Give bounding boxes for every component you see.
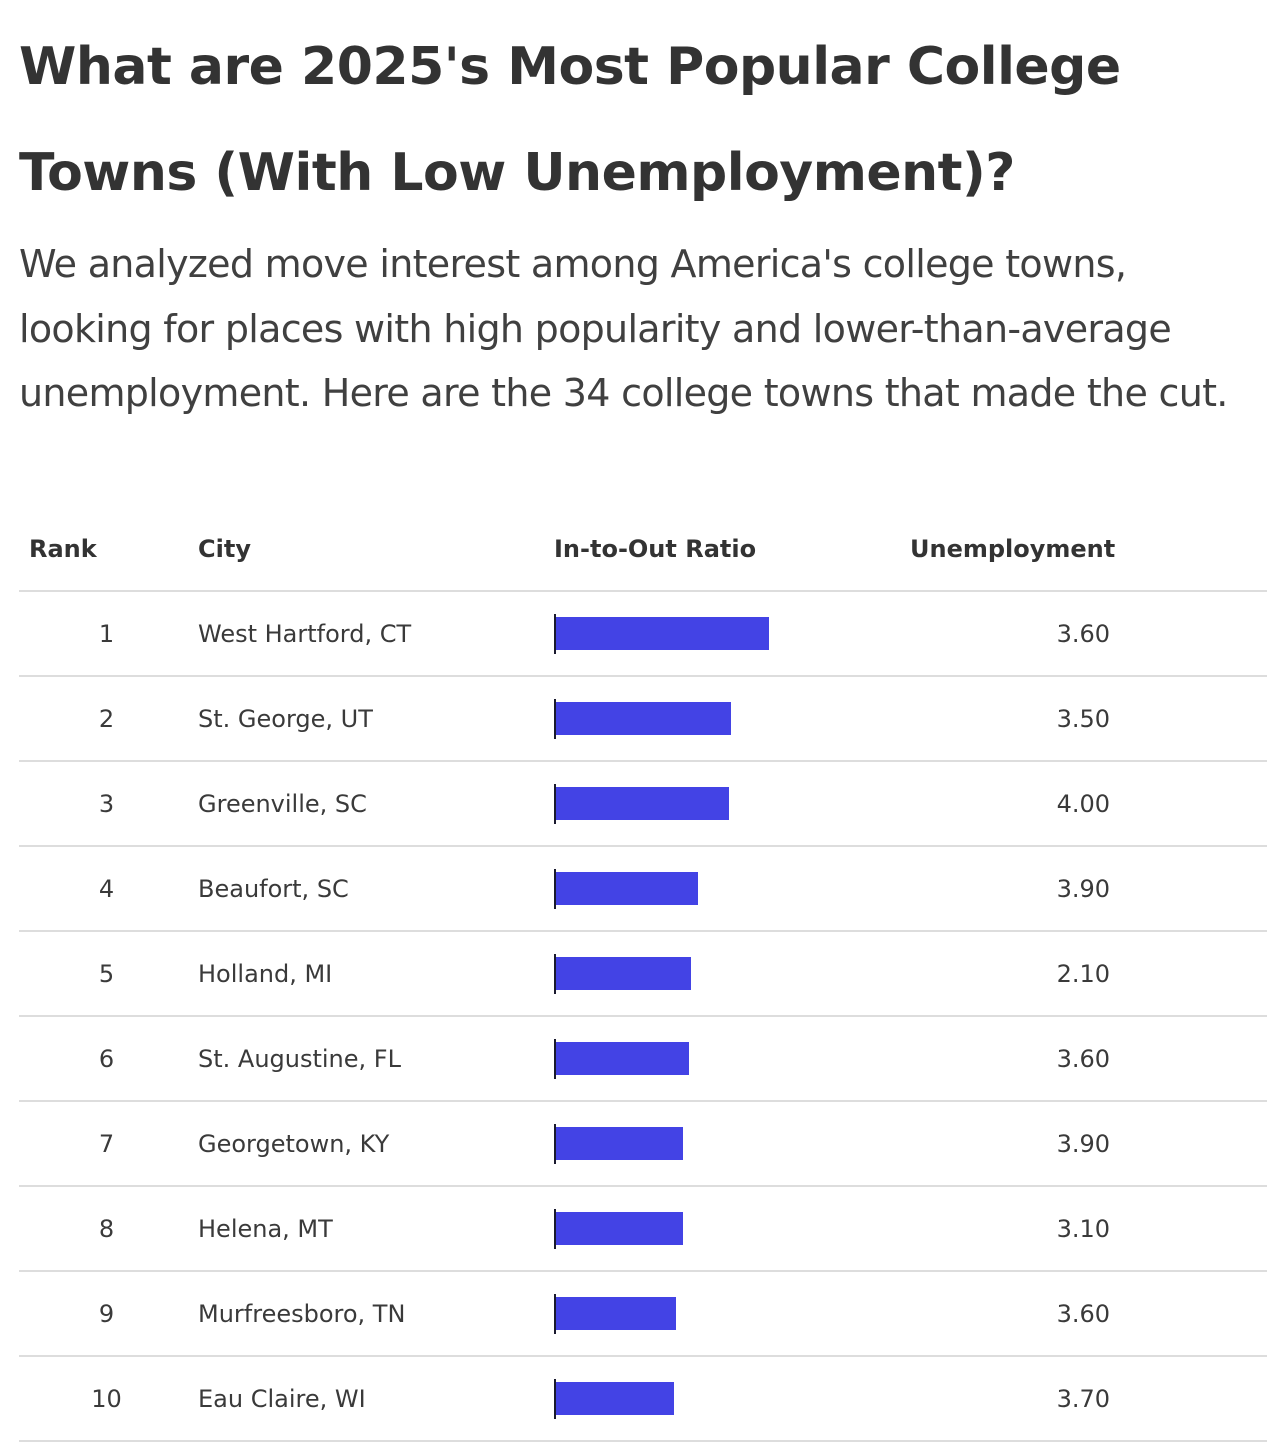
ratio-bar-container bbox=[554, 1378, 910, 1419]
table-row: 8 Helena, MT 3.10 bbox=[19, 1186, 1267, 1272]
table-row: 5 Holland, MI 2.10 bbox=[19, 931, 1267, 1017]
table-row: 7 Georgetown, KY 3.90 bbox=[19, 1101, 1267, 1187]
city-cell: Eau Claire, WI bbox=[198, 1356, 554, 1442]
table-row: 1 West Hartford, CT 3.60 bbox=[19, 591, 1267, 677]
rankings-table: Rank City In-to-Out Ratio Unemployment 1… bbox=[19, 508, 1267, 1442]
ratio-cell bbox=[554, 591, 910, 677]
page-title: What are 2025's Most Popular College Tow… bbox=[19, 37, 1121, 203]
city-cell: Holland, MI bbox=[198, 931, 554, 1017]
column-header-ratio[interactable]: In-to-Out Ratio bbox=[554, 508, 910, 592]
city-cell: Helena, MT bbox=[198, 1186, 554, 1272]
bar-axis-line bbox=[554, 1378, 556, 1419]
ratio-bar-container bbox=[554, 1123, 910, 1164]
unemployment-cell: 2.10 bbox=[910, 931, 1267, 1017]
bar-axis-line bbox=[554, 1208, 556, 1249]
rank-cell: 8 bbox=[19, 1186, 198, 1272]
ratio-bar-container bbox=[554, 1293, 910, 1334]
unemployment-cell: 3.90 bbox=[910, 846, 1267, 932]
city-cell: Beaufort, SC bbox=[198, 846, 554, 932]
rank-cell: 7 bbox=[19, 1101, 198, 1187]
ratio-bar bbox=[556, 786, 729, 820]
bar-axis-line bbox=[554, 783, 556, 824]
table-row: 10 Eau Claire, WI 3.70 bbox=[19, 1356, 1267, 1442]
city-cell: St. George, UT bbox=[198, 676, 554, 762]
ratio-cell bbox=[554, 761, 910, 847]
page: What are 2025's Most Popular College Tow… bbox=[0, 0, 1280, 426]
ratio-cell bbox=[554, 1016, 910, 1102]
column-header-city[interactable]: City bbox=[198, 508, 554, 592]
page-subtitle: We analyzed move interest among America'… bbox=[19, 242, 1228, 415]
ratio-bar-container bbox=[554, 868, 910, 909]
ratio-cell bbox=[554, 1186, 910, 1272]
rank-cell: 1 bbox=[19, 591, 198, 677]
table-row: 3 Greenville, SC 4.00 bbox=[19, 761, 1267, 847]
ratio-bar bbox=[556, 701, 731, 735]
ratio-bar-container bbox=[554, 613, 910, 654]
city-cell: Georgetown, KY bbox=[198, 1101, 554, 1187]
table-row: 9 Murfreesboro, TN 3.60 bbox=[19, 1271, 1267, 1357]
ratio-bar bbox=[556, 1381, 674, 1415]
ratio-bar-container bbox=[554, 1038, 910, 1079]
rank-cell: 3 bbox=[19, 761, 198, 847]
unemployment-cell: 3.70 bbox=[910, 1356, 1267, 1442]
ratio-bar-container bbox=[554, 953, 910, 994]
table-row: 2 St. George, UT 3.50 bbox=[19, 676, 1267, 762]
ratio-bar bbox=[556, 956, 691, 990]
unemployment-cell: 3.60 bbox=[910, 591, 1267, 677]
column-header-rank[interactable]: Rank bbox=[19, 508, 198, 592]
ratio-cell bbox=[554, 1101, 910, 1187]
ratio-cell bbox=[554, 1271, 910, 1357]
ratio-bar-container bbox=[554, 1208, 910, 1249]
rank-cell: 6 bbox=[19, 1016, 198, 1102]
city-cell: Murfreesboro, TN bbox=[198, 1271, 554, 1357]
unemployment-cell: 3.10 bbox=[910, 1186, 1267, 1272]
ratio-bar bbox=[556, 1296, 676, 1330]
bar-axis-line bbox=[554, 613, 556, 654]
bar-axis-line bbox=[554, 698, 556, 739]
table-row: 4 Beaufort, SC 3.90 bbox=[19, 846, 1267, 932]
ratio-bar bbox=[556, 616, 769, 650]
ratio-bar bbox=[556, 871, 698, 905]
rank-cell: 10 bbox=[19, 1356, 198, 1442]
bar-axis-line bbox=[554, 1123, 556, 1164]
rank-cell: 4 bbox=[19, 846, 198, 932]
rank-cell: 2 bbox=[19, 676, 198, 762]
unemployment-cell: 3.50 bbox=[910, 676, 1267, 762]
ratio-bar bbox=[556, 1211, 683, 1245]
rank-cell: 9 bbox=[19, 1271, 198, 1357]
bar-axis-line bbox=[554, 868, 556, 909]
city-cell: West Hartford, CT bbox=[198, 591, 554, 677]
ratio-bar bbox=[556, 1126, 683, 1160]
bar-axis-line bbox=[554, 953, 556, 994]
ratio-bar-container bbox=[554, 698, 910, 739]
city-cell: Greenville, SC bbox=[198, 761, 554, 847]
unemployment-cell: 3.60 bbox=[910, 1271, 1267, 1357]
column-header-unemployment[interactable]: Unemployment bbox=[910, 508, 1267, 592]
bar-axis-line bbox=[554, 1293, 556, 1334]
bar-axis-line bbox=[554, 1038, 556, 1079]
unemployment-cell: 3.60 bbox=[910, 1016, 1267, 1102]
table-header-row: Rank City In-to-Out Ratio Unemployment bbox=[19, 508, 1267, 592]
city-cell: St. Augustine, FL bbox=[198, 1016, 554, 1102]
rank-cell: 5 bbox=[19, 931, 198, 1017]
ratio-bar-container bbox=[554, 783, 910, 824]
unemployment-cell: 3.90 bbox=[910, 1101, 1267, 1187]
ratio-cell bbox=[554, 676, 910, 762]
ratio-cell bbox=[554, 846, 910, 932]
table-row: 6 St. Augustine, FL 3.60 bbox=[19, 1016, 1267, 1102]
ratio-bar bbox=[556, 1041, 689, 1075]
ratio-cell bbox=[554, 931, 910, 1017]
ratio-cell bbox=[554, 1356, 910, 1442]
unemployment-cell: 4.00 bbox=[910, 761, 1267, 847]
